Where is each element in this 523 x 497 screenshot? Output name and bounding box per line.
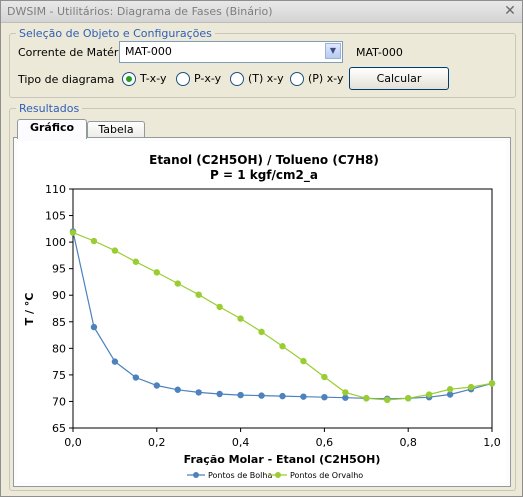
point-bubble [300,393,307,400]
tab-grafico[interactable]: Gráfico [17,119,87,139]
point-dew [153,269,160,276]
radio-circle [290,72,304,86]
radio-circle [230,72,244,86]
series-line-bubble [72,231,493,400]
window-title: DWSIM - Utilitários: Diagrama de Fases (… [7,5,273,18]
phase-chart: Etanol (C2H5OH) / Tolueno (C7H8) P = 1 k… [23,153,501,480]
stream-echo: MAT-000 [356,46,403,59]
point-bubble [132,374,140,381]
y-tick-label: 75 [52,369,66,382]
radio-circle [176,72,190,86]
point-bubble [237,391,244,399]
point-dew [279,343,286,350]
legend: Pontos de Bolha Pontos de Orvalho [187,471,363,480]
point-bubble [321,393,328,401]
y-tick-label: 95 [52,263,66,276]
point-dew [405,395,412,402]
tab-tabela[interactable]: Tabela [87,121,145,138]
legend-label-bubble: Pontos de Bolha [208,471,272,480]
x-axis: 0,0 0,2 0,4 0,6 0,8 1,0 [64,428,501,449]
stream-select[interactable]: MAT-000 ▼ [119,41,343,63]
radio-circle [122,72,136,86]
point-dew [195,291,202,298]
y-tick-label: 70 [52,395,66,408]
point-dew [467,383,475,391]
config-group-legend: Seleção de Objeto e Configurações [16,27,215,40]
point-bubble [195,389,202,396]
results-group-legend: Resultados [16,102,83,115]
point-dew [446,386,454,393]
point-dew [488,380,496,387]
point-dew [132,258,140,265]
x-tick-label: 0,8 [399,436,417,449]
y-tick-label: 90 [52,289,66,302]
point-dew [342,389,349,396]
x-tick-label: 0,0 [64,436,82,449]
results-group: Resultados [9,102,516,491]
chart-area: Etanol (C2H5OH) / Tolueno (C7H8) P = 1 k… [17,141,506,482]
point-dew [384,396,391,404]
x-tick-label: 0,6 [316,436,334,449]
y-axis: 65 70 75 80 85 90 95 100 105 110 [45,183,73,435]
point-dew [174,280,181,287]
point-bubble [90,323,98,331]
legend-marker-dew [275,472,281,478]
chevron-down-icon[interactable]: ▼ [325,43,341,59]
radio-pxy-label: P-x-y [194,72,222,85]
point-bubble [216,390,223,398]
point-bubble [174,386,181,393]
point-dew [425,391,433,398]
point-dew [69,229,77,236]
point-dew [363,395,370,402]
point-dew [90,237,98,245]
x-tick-label: 1,0 [483,436,501,449]
radio-t-xy-label: (T) x-y [248,72,284,85]
y-tick-label: 80 [52,342,66,355]
x-tick-label: 0,2 [148,436,166,449]
x-axis-label: Fração Molar - Etanol (C2H5OH) [184,453,381,466]
y-tick-label: 110 [45,183,66,196]
point-dew [216,303,223,311]
point-dew [300,357,307,365]
radio-txy-label: T-x-y [140,72,167,85]
point-bubble [279,392,286,400]
config-group: Seleção de Objeto e Configurações [9,27,516,98]
point-bubble [258,392,265,399]
point-dew [258,328,265,336]
point-bubble [153,382,160,389]
stream-label: Corrente de Matéria [18,46,129,59]
radio-selected-dot [126,76,132,82]
point-dew [111,247,119,254]
stream-select-value: MAT-000 [125,45,172,58]
close-icon[interactable]: ✕ [504,3,516,19]
y-axis-label: T / °C [23,293,36,326]
point-dew [237,315,244,322]
plot-frame [72,188,493,429]
y-tick-label: 85 [52,316,66,329]
chart-tab-panel: Etanol (C2H5OH) / Tolueno (C7H8) P = 1 k… [13,137,511,487]
diagram-type-label: Tipo de diagrama [18,73,115,86]
legend-label-dew: Pontos de Orvalho [290,471,363,480]
point-dew [321,373,328,381]
calculate-button[interactable]: Calcular [349,67,449,90]
chart-subtitle: P = 1 kgf/cm2_a [210,168,318,183]
y-tick-label: 105 [45,210,66,223]
series-group [69,228,496,404]
point-bubble [446,391,454,398]
legend-marker-bubble [193,472,199,478]
title-bar[interactable]: DWSIM - Utilitários: Diagrama de Fases (… [1,1,522,23]
x-tick-label: 0,4 [232,436,250,449]
y-tick-label: 100 [45,236,66,249]
point-bubble [111,358,119,365]
chart-title: Etanol (C2H5OH) / Tolueno (C7H8) [149,153,379,167]
y-tick-label: 65 [52,422,66,435]
radio-p-xy-label: (P) x-y [308,72,344,85]
point-bubble [342,394,349,401]
